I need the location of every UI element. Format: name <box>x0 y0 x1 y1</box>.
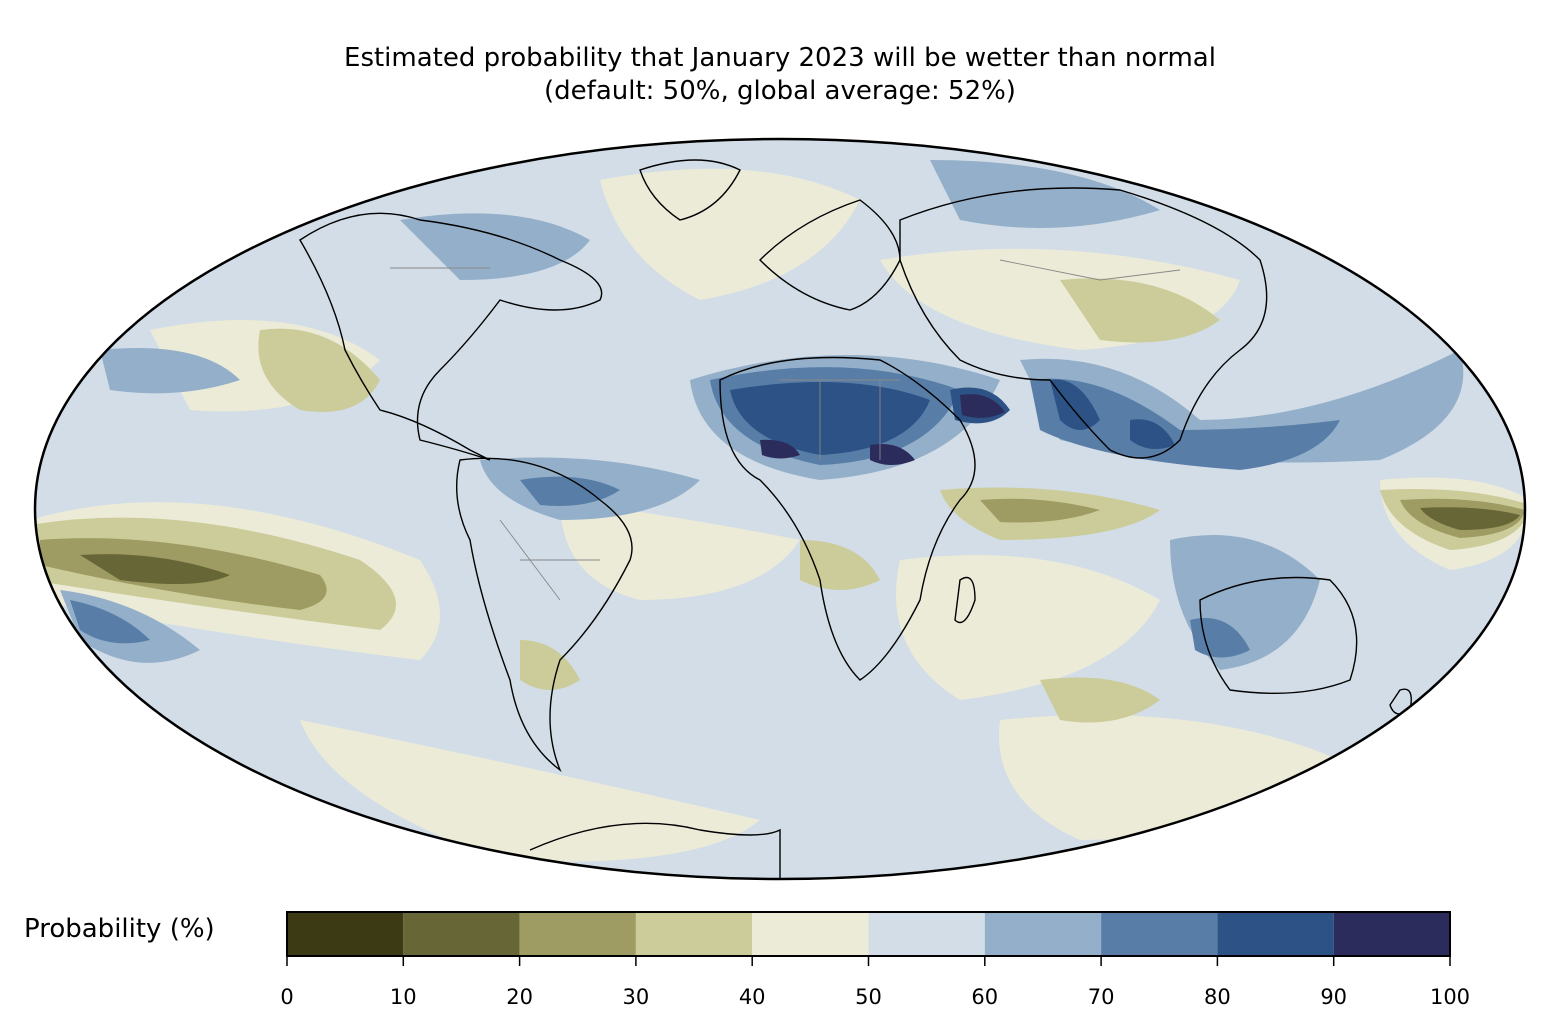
colorbar-tick-label-2: 20 <box>506 985 533 1009</box>
colorbar <box>286 911 1451 966</box>
colorbar-bin-0 <box>287 912 404 956</box>
colorbar-tick-label-7: 70 <box>1087 985 1115 1009</box>
field-band-10-20 <box>80 507 1520 584</box>
globe-outline <box>33 137 1527 881</box>
madagascar-outline <box>954 576 976 624</box>
australia-outline <box>1199 576 1358 695</box>
borders <box>390 259 1181 601</box>
probability-field <box>35 159 1525 879</box>
colorbar-bin-7 <box>1101 912 1218 956</box>
colorbar-bin-3 <box>635 912 753 956</box>
colorbar-tick-label-3: 30 <box>622 985 650 1009</box>
colorbar-bin-8 <box>1217 912 1334 956</box>
map-title: Estimated probability that January 2023 … <box>0 42 1560 108</box>
colorbar-tick-label-4: 40 <box>738 985 766 1009</box>
colorbar-tick-label-9: 90 <box>1320 985 1348 1009</box>
colorbar-tick-label-1: 10 <box>389 985 417 1009</box>
colorbar-tick-label-5: 50 <box>855 985 882 1009</box>
antarctica-outline <box>529 822 781 879</box>
south-america-outline <box>456 457 633 773</box>
colorbar-bin-6 <box>984 912 1102 956</box>
field-band-90-100 <box>760 394 1005 465</box>
colorbar-bin-2 <box>519 912 636 956</box>
colorbar-tick-label-8: 80 <box>1204 985 1231 1009</box>
colorbar-bin-1 <box>403 912 520 956</box>
colorbar-tick-label-10: 100 <box>1429 985 1471 1009</box>
africa-outline <box>719 356 976 681</box>
colorbar-bin-4 <box>752 912 869 956</box>
title-line-1: Estimated probability that January 2023 … <box>344 43 1216 73</box>
colorbar-tick-label-0: 0 <box>280 985 294 1009</box>
colorbar-tick-label-6: 60 <box>971 985 999 1009</box>
asia-outline <box>899 187 1268 459</box>
title-line-2: (default: 50%, global average: 52%) <box>544 76 1016 106</box>
greenland-outline <box>639 159 741 221</box>
colorbar-bin-5 <box>868 912 985 956</box>
colorbar-bin-9 <box>1333 912 1450 956</box>
north-america-outline <box>299 212 603 461</box>
coastlines <box>299 159 1412 879</box>
colorbar-label: Probability (%) <box>24 914 215 944</box>
